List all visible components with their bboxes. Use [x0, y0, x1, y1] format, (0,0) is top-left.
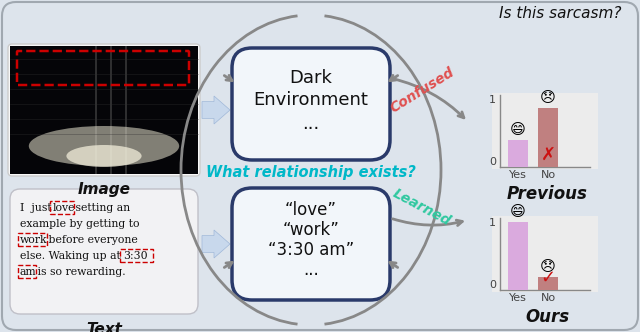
- Text: Image: Image: [77, 182, 131, 197]
- Text: What relationship exists?: What relationship exists?: [206, 164, 416, 180]
- Bar: [538, 277, 558, 290]
- Text: Confused: Confused: [387, 65, 456, 115]
- Text: 😞: 😞: [540, 90, 556, 105]
- Text: 0: 0: [489, 157, 496, 167]
- Text: 😄: 😄: [510, 122, 526, 137]
- Text: else. Waking up at: else. Waking up at: [20, 251, 124, 261]
- Ellipse shape: [67, 145, 141, 167]
- Text: 1: 1: [489, 218, 496, 228]
- Text: work: work: [20, 235, 47, 245]
- Bar: [492, 93, 598, 169]
- Text: “love”: “love”: [285, 201, 337, 219]
- Bar: [95, 46, 97, 174]
- Bar: [492, 216, 598, 292]
- Text: No: No: [540, 293, 556, 303]
- Text: setting an: setting an: [72, 203, 130, 213]
- FancyBboxPatch shape: [10, 189, 198, 314]
- Text: Learned: Learned: [390, 186, 453, 228]
- Text: love: love: [53, 203, 76, 213]
- FancyBboxPatch shape: [8, 44, 200, 176]
- Text: “work”: “work”: [283, 221, 339, 239]
- Text: 😄: 😄: [510, 204, 526, 218]
- Text: I  just: I just: [20, 203, 55, 213]
- Bar: [508, 140, 528, 167]
- Text: Text: Text: [86, 322, 122, 332]
- FancyBboxPatch shape: [232, 48, 390, 160]
- Bar: [538, 108, 558, 167]
- Text: ...: ...: [303, 261, 319, 279]
- Text: before everyone: before everyone: [45, 235, 138, 245]
- Ellipse shape: [29, 126, 179, 166]
- FancyBboxPatch shape: [232, 188, 390, 300]
- Bar: [125, 46, 127, 174]
- Text: is so rewarding.: is so rewarding.: [34, 267, 125, 277]
- Text: Dark: Dark: [289, 69, 332, 87]
- Text: 3:30: 3:30: [123, 251, 148, 261]
- Text: 😞: 😞: [540, 259, 556, 274]
- Text: ...: ...: [302, 115, 319, 133]
- Text: Yes: Yes: [509, 170, 527, 180]
- FancyArrow shape: [202, 96, 230, 124]
- Text: No: No: [540, 170, 556, 180]
- Text: Yes: Yes: [509, 293, 527, 303]
- Text: Environment: Environment: [253, 91, 369, 109]
- Text: “3:30 am”: “3:30 am”: [268, 241, 354, 259]
- Text: ✓: ✓: [540, 269, 556, 287]
- Text: am: am: [20, 267, 36, 277]
- Bar: [10, 46, 198, 174]
- Text: Ours: Ours: [525, 308, 569, 326]
- Text: Is this sarcasm?: Is this sarcasm?: [499, 6, 621, 21]
- Text: 0: 0: [489, 280, 496, 290]
- Text: example by getting to: example by getting to: [20, 219, 140, 229]
- FancyArrow shape: [202, 230, 230, 258]
- Text: ✗: ✗: [540, 146, 556, 164]
- Text: Previous: Previous: [507, 185, 588, 203]
- Bar: [508, 221, 528, 290]
- Text: 1: 1: [489, 95, 496, 105]
- Bar: [110, 46, 112, 174]
